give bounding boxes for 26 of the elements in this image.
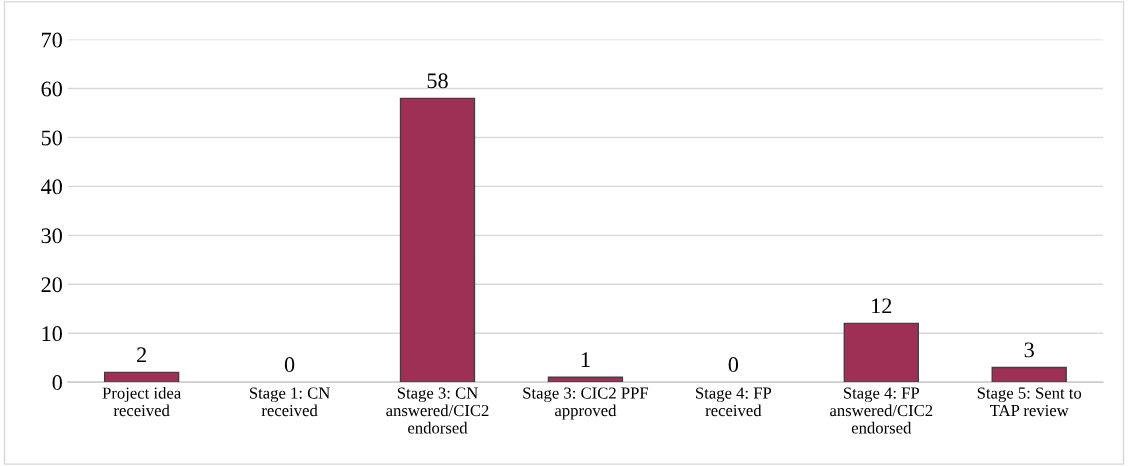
data-label: 2 (137, 347, 146, 363)
data-label: 0 (284, 357, 295, 373)
data-label: 1 (581, 352, 590, 367)
bar (991, 366, 1067, 383)
y-tick-label: 30 (41, 228, 62, 244)
x-tick-label: Stage 3: CIC2 PPF approved (523, 387, 649, 420)
x-tick-label: Stage 3: CN answered/CIC2 endorsed (386, 387, 489, 434)
y-tick-label: 40 (41, 179, 62, 195)
data-label: 3 (1024, 342, 1034, 358)
y-tick-label: 70 (42, 32, 62, 48)
y-tick-label: 0 (52, 375, 62, 391)
bar (399, 97, 476, 383)
y-tick-label: 60 (41, 81, 62, 97)
y-tick-label: 20 (41, 277, 62, 293)
x-tick-label: Stage 4: FP received (696, 387, 772, 417)
x-tick-label: Stage 4: FP answered/CIC2 endorsed (830, 387, 933, 434)
y-tick-label: 10 (42, 326, 62, 342)
y-tick-label: 50 (41, 130, 62, 146)
x-tick-label: Project idea received (102, 386, 181, 417)
x-tick-label: Stage 1: CN received (249, 387, 330, 417)
x-tick-label: Stage 5: Sent to TAP review (977, 387, 1082, 417)
bar (843, 322, 919, 383)
data-label: 58 (427, 73, 448, 89)
bar (103, 371, 180, 383)
data-label: 12 (872, 298, 892, 314)
data-label: 0 (728, 357, 739, 373)
